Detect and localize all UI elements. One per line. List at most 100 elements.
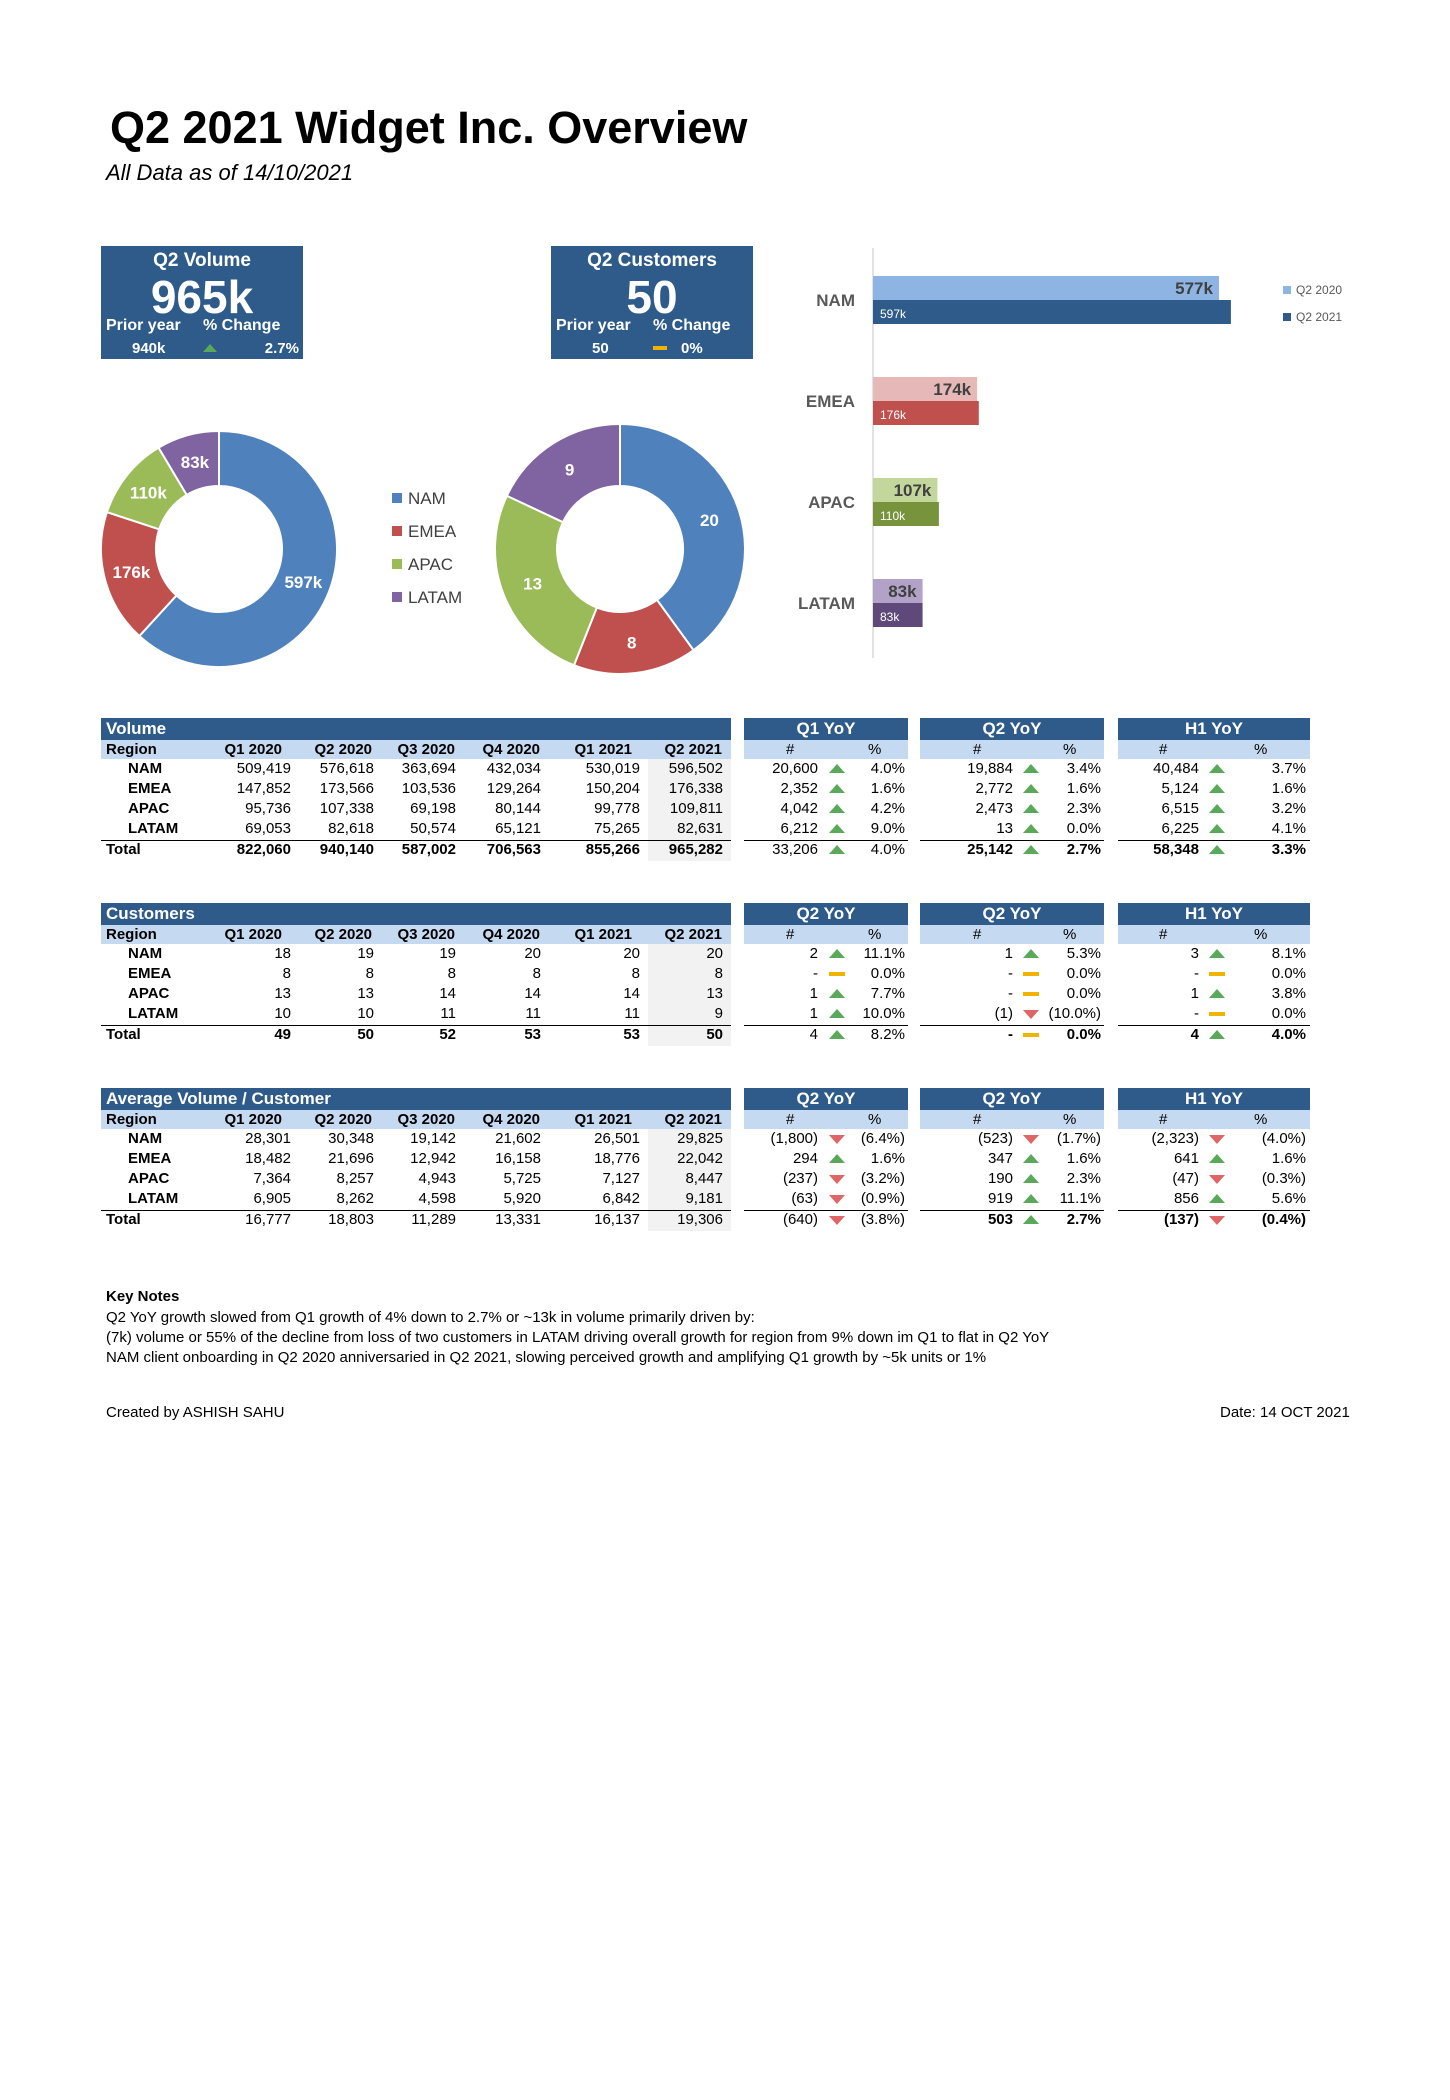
total-rule [101,1210,731,1211]
bar-data-label: 597k [880,307,907,321]
flat-dash-icon [1023,1033,1039,1037]
bar-data-label: 83k [888,582,917,601]
table-cell: 82,631 [677,820,723,837]
yoy-subheader-bar [1118,1110,1310,1129]
column-header: Region [106,926,157,943]
legend-label-emea: EMEA [408,522,457,541]
table-cell: 147,852 [236,780,291,797]
donut-slice-latam [157,429,220,497]
yoy-pct-cell: 1.6% [870,780,905,797]
page-title: Q2 2021 Widget Inc. Overview [110,102,748,153]
table-cell: 12,942 [410,1150,456,1167]
region-label: APAC [128,1170,170,1187]
column-header: Q2 2021 [664,1111,722,1128]
yoy-total-num: (640) [782,1211,818,1228]
yoy-subheader-bar [744,740,908,759]
table-cell: 4,598 [418,1190,456,1207]
table-cell: 19 [357,945,374,962]
column-header: Q2 2021 [664,926,722,943]
bar-q2-2021-emea [873,401,979,425]
table-cell: 10 [357,1005,374,1022]
up-arrow-icon [829,784,845,793]
yoy-num-header: # [1159,741,1168,758]
yoy-num-header: # [1159,1111,1168,1128]
down-arrow-icon [1209,1216,1225,1225]
footer-created-by: Created by ASHISH SAHU [106,1404,285,1421]
page-subtitle: All Data as of 14/10/2021 [106,160,354,185]
bar-q2-2020-nam [873,276,1219,300]
kpi-prior-value: 50 [592,340,609,357]
yoy-pct-cell: (3.2%) [860,1170,905,1187]
total-cell: 50 [706,1026,723,1043]
yoy-header-bar [920,1088,1104,1110]
note-line: NAM client onboarding in Q2 2020 anniver… [106,1349,987,1366]
total-label: Total [106,1026,141,1043]
yoy-pct-cell: 3.8% [1271,985,1306,1002]
yoy-header-bar [920,718,1104,740]
total-cell: 18,803 [328,1211,374,1228]
bar-data-label: 174k [933,380,971,399]
table-cell: 14 [623,985,640,1002]
legend-swatch-emea [392,526,402,536]
bar-q2-2021-nam [873,300,1231,324]
region-label: LATAM [128,1005,179,1022]
up-arrow-icon [1209,784,1225,793]
yoy-num-cell: 294 [792,1150,818,1167]
up-arrow-icon [829,764,845,773]
flat-dash-icon [1209,972,1225,976]
yoy-pct-cell: 0.0% [1271,965,1306,982]
flat-dash-icon [829,972,845,976]
yoy-pct-cell: 1.6% [1271,780,1306,797]
yoy-num-cell: 6,212 [780,820,818,837]
region-label: EMEA [128,1150,172,1167]
up-arrow-icon [1023,824,1039,833]
total-cell: 11,289 [411,1211,456,1228]
up-arrow-icon [1209,1194,1225,1203]
highlight-column [648,944,731,1046]
yoy-num-header: # [786,741,795,758]
column-header: Q4 2020 [482,1111,540,1128]
yoy-subheader-bar [1118,925,1310,944]
yoy-num-header: # [973,926,982,943]
donut-data-label: 20 [700,511,719,530]
yoy-pct-cell: (6.4%) [860,1130,905,1147]
yoy-num-cell: 1 [809,1005,818,1022]
yoy-num-cell: 190 [987,1170,1013,1187]
table-cell: 10 [274,1005,291,1022]
table-cell: 30,348 [328,1130,374,1147]
table-cell: 65,121 [495,820,541,837]
yoy-total-rule [920,840,1104,841]
yoy-num-cell: (63) [791,1190,818,1207]
column-header: Q1 2021 [574,926,632,943]
yoy-pct-cell: (1.7%) [1056,1130,1101,1147]
kpi-value: 50 [626,271,678,323]
column-header: Q2 2021 [664,741,722,758]
region-label: APAC [128,985,170,1002]
table-cell: 69,198 [410,800,456,817]
yoy-pct-cell: (4.0%) [1261,1130,1306,1147]
up-arrow-icon [1023,1174,1039,1183]
donut-legend: NAM EMEA APAC LATAM [392,489,462,607]
table-cell: 20 [524,945,541,962]
table-cell: 173,566 [319,780,374,797]
yoy-total-rule [920,1210,1104,1211]
table-cell: 8 [714,965,723,982]
yoy-total-pct: (3.8%) [860,1211,905,1228]
region-label: NAM [128,760,163,777]
up-arrow-icon [829,804,845,813]
yoy-total-pct: (0.4%) [1261,1211,1306,1228]
table-cell: 363,694 [401,760,456,777]
donut-slice-nam [619,422,746,652]
table-cell: 6,905 [253,1190,291,1207]
yoy-pct-header: % [868,1111,882,1128]
yoy-title: Q1 YoY [796,719,856,738]
total-cell: 940,140 [319,841,374,858]
table-title: Average Volume / Customer [106,1089,331,1108]
yoy-total-pct: 0.0% [1066,1026,1101,1043]
yoy-num-cell: 13 [996,820,1013,837]
yoy-total-pct: 2.7% [1066,1211,1101,1228]
donut-data-label: 13 [523,575,542,594]
table-cell: 5,920 [503,1190,541,1207]
table-cell: 8 [365,965,374,982]
yoy-pct-header: % [1254,926,1268,943]
